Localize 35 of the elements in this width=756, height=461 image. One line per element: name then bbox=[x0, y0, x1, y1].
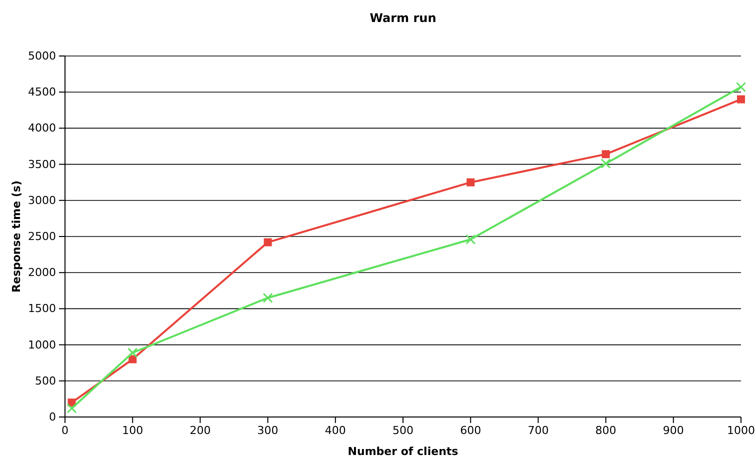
point bbox=[466, 178, 475, 186]
x-tick-label: 300 bbox=[257, 424, 278, 437]
x-tick-label: 200 bbox=[190, 424, 211, 437]
y-tick-label: 2000 bbox=[28, 266, 56, 280]
x-tick-label: 700 bbox=[528, 424, 549, 437]
point bbox=[737, 95, 745, 104]
point bbox=[600, 158, 611, 169]
point bbox=[736, 82, 746, 92]
x-tick-label: 400 bbox=[324, 424, 346, 437]
y-tick-label: 1000 bbox=[28, 338, 56, 352]
y-axis-title: Response time (s) bbox=[10, 180, 23, 292]
y-tick-label: 3500 bbox=[28, 158, 56, 171]
y-tick-label: 0 bbox=[49, 410, 56, 424]
x-tick-label: 900 bbox=[662, 424, 684, 437]
point bbox=[262, 292, 273, 303]
point bbox=[66, 403, 77, 414]
chart-title: Warm run bbox=[370, 11, 436, 25]
y-tick-label: 1500 bbox=[28, 302, 56, 316]
y-tick-label: 4500 bbox=[28, 86, 56, 99]
y-tick-label: 4000 bbox=[28, 122, 56, 135]
point bbox=[602, 150, 610, 158]
x-tick-label: 100 bbox=[122, 424, 144, 437]
x-tick-label: 1000 bbox=[727, 424, 755, 437]
x-tick-label: 600 bbox=[460, 424, 482, 437]
point bbox=[466, 234, 476, 244]
point bbox=[264, 238, 272, 246]
x-axis-title: Number of clients bbox=[348, 445, 459, 458]
point bbox=[128, 348, 138, 358]
x-tick-label: 500 bbox=[392, 424, 414, 437]
y-tick-label: 5000 bbox=[28, 50, 56, 63]
x-tick-label: 800 bbox=[595, 424, 616, 437]
y-tick-label: 3000 bbox=[28, 194, 56, 207]
x-tick-label: 0 bbox=[62, 424, 68, 437]
y-tick-label: 2500 bbox=[28, 230, 56, 244]
y-tick-label: 500 bbox=[35, 374, 56, 388]
